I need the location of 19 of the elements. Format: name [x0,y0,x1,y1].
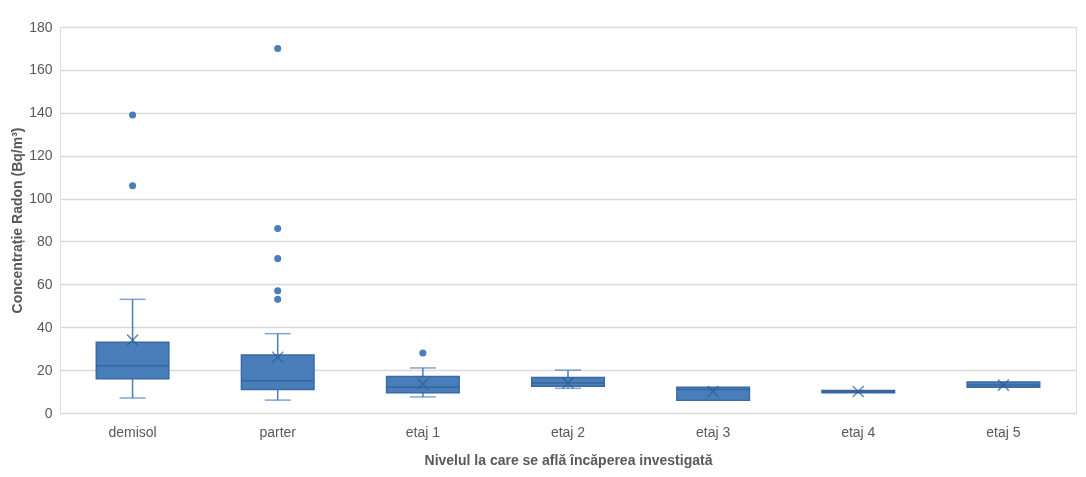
x-tick-label: etaj 3 [696,423,731,440]
y-tick-label: 100 [29,190,53,207]
y-tick-label: 80 [36,232,53,249]
y-axis-title: Concentrație Radon (Bq/m³) [9,127,26,314]
y-tick-label: 60 [36,275,53,292]
x-axis-title: Nivelul la care se află încăperea investigată [424,451,713,468]
x-tick-label: parter [259,423,297,440]
x-tick-label: etaj 1 [405,423,441,440]
x-tick-label: demisol [108,423,157,440]
y-tick-label: 160 [29,61,53,78]
x-tick-label: etaj 4 [841,423,876,440]
y-tick-label: 120 [29,147,53,164]
y-tick-label: 180 [29,18,53,35]
y-tick-label: 40 [36,318,53,335]
y-tick-label: 20 [36,361,53,378]
x-tick-label: etaj 5 [986,423,1021,440]
y-tick-label: 140 [29,104,53,121]
y-tick-label: 0 [44,404,53,421]
x-tick-label: etaj 2 [550,423,586,440]
